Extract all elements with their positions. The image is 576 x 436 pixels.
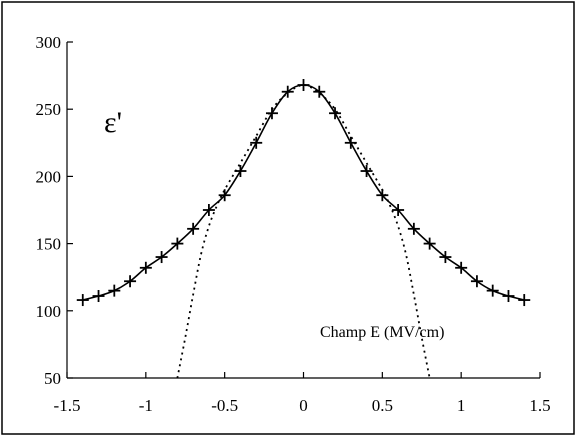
x-tick-label: 0 bbox=[299, 396, 308, 415]
data-point-plus-marker bbox=[329, 107, 341, 119]
data-point-plus-marker bbox=[108, 285, 120, 297]
y-tick-label: 300 bbox=[36, 33, 62, 52]
data-point-plus-marker bbox=[361, 165, 373, 177]
y-tick-label: 150 bbox=[36, 235, 62, 254]
x-tick-label: -1 bbox=[139, 396, 153, 415]
data-point-plus-marker bbox=[250, 137, 262, 149]
data-point-plus-marker bbox=[502, 290, 514, 302]
axis-unit-annotation: Champ E (MV/cm) bbox=[320, 324, 444, 341]
data-point-plus-marker bbox=[77, 294, 89, 306]
axes: 50 100 150 200 250 300 -1.5 -1 -0.5 0 0.5 1 1.5 bbox=[36, 33, 551, 415]
y-tick-label: 200 bbox=[36, 167, 62, 186]
y-tick-label: 100 bbox=[36, 302, 62, 321]
y-tick-label: 250 bbox=[36, 100, 62, 119]
series-layer bbox=[77, 79, 530, 378]
data-point-plus-marker bbox=[518, 294, 530, 306]
x-tick-label: -0.5 bbox=[211, 396, 238, 415]
data-point-plus-marker bbox=[93, 290, 105, 302]
x-tick-label: 1 bbox=[457, 396, 466, 415]
y-tick-label: 50 bbox=[44, 369, 61, 388]
x-tick-label: 1.5 bbox=[529, 396, 550, 415]
x-tick-label: 0.5 bbox=[372, 396, 393, 415]
data-point-plus-marker bbox=[487, 285, 499, 297]
x-tick-label: -1.5 bbox=[54, 396, 81, 415]
y-axis-label: ε' bbox=[104, 106, 122, 139]
